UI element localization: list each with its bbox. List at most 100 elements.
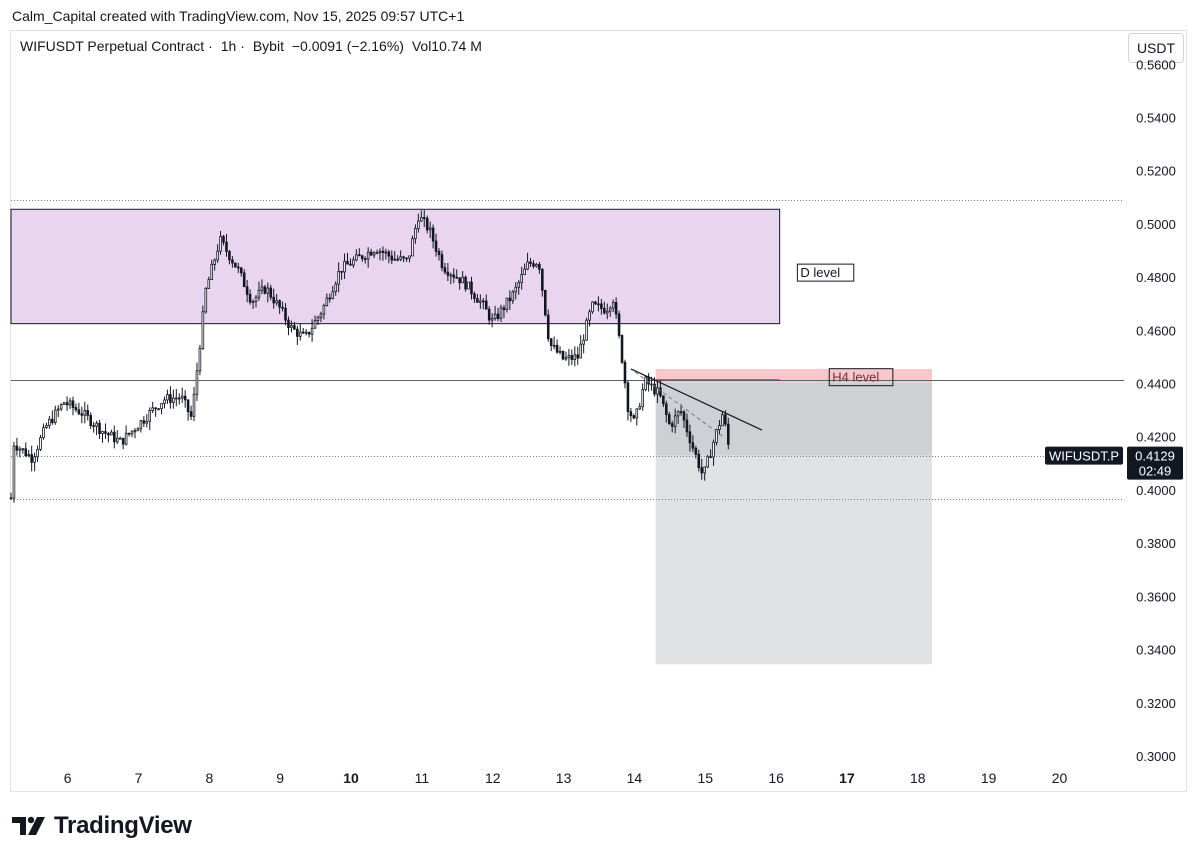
candle: [549, 338, 553, 352]
candle-body: [644, 376, 647, 390]
candle: [709, 449, 712, 459]
candle: [198, 344, 202, 376]
candle: [24, 442, 28, 458]
candle-body: [340, 270, 343, 273]
bar-countdown-label: 02:49: [1139, 464, 1172, 479]
candle: [502, 304, 506, 319]
candle: [688, 424, 692, 452]
price-tick-label: 0.5200: [1136, 164, 1176, 179]
candle-body: [355, 254, 358, 261]
candle-body: [68, 400, 72, 406]
candle-body: [343, 260, 346, 273]
candle: [275, 294, 278, 306]
candle: [700, 458, 704, 480]
candle-body: [543, 289, 547, 316]
candle-body: [428, 227, 432, 231]
candle: [231, 256, 234, 268]
candle-body: [582, 339, 585, 345]
candle-body: [254, 296, 258, 302]
candle: [139, 419, 143, 433]
candle-body: [614, 302, 618, 315]
price-tick-label: 0.4400: [1136, 377, 1176, 392]
candle-body: [461, 276, 464, 284]
candle-body: [92, 425, 95, 428]
candle: [59, 403, 63, 412]
candle-body: [24, 448, 28, 457]
candle: [387, 249, 391, 264]
candle-body: [535, 264, 538, 267]
trendline[interactable]: [630, 368, 763, 431]
candle: [538, 261, 541, 274]
candle-body: [228, 251, 231, 261]
candle: [71, 396, 75, 416]
candle: [641, 383, 644, 411]
candle-body: [715, 429, 718, 443]
candle-body: [603, 308, 606, 314]
tradingview-logo[interactable]: TradingView: [12, 812, 192, 840]
candle-body: [546, 314, 550, 340]
candle-body: [517, 282, 521, 288]
candle-body: [455, 276, 459, 279]
candle-body: [366, 251, 370, 260]
currency-button[interactable]: USDT: [1128, 33, 1184, 63]
candle-body: [623, 361, 627, 384]
candle: [375, 249, 379, 255]
candle: [269, 284, 273, 301]
candle-body: [576, 354, 580, 359]
candle-body: [467, 281, 470, 290]
candle-body: [36, 448, 39, 458]
candle: [535, 262, 538, 268]
time-axis[interactable]: 6 7 8 9 10 11 12 13 14 15 16 17 18 19 20: [64, 770, 1068, 786]
candle: [484, 294, 488, 310]
candle: [543, 289, 547, 317]
candle-body: [266, 287, 270, 294]
date-tick-label: 19: [981, 770, 997, 786]
candle-body: [284, 307, 287, 321]
candle-body: [487, 308, 491, 321]
candle: [626, 380, 630, 421]
candle-body: [656, 387, 659, 395]
candle-body: [662, 395, 665, 405]
candle: [440, 250, 444, 272]
candle: [384, 248, 388, 260]
candle: [310, 319, 314, 342]
candle-body: [579, 343, 582, 359]
candle: [670, 420, 674, 433]
candle-body: [641, 389, 644, 408]
candle-body: [62, 402, 66, 405]
candle-body: [529, 261, 532, 264]
candle: [248, 289, 252, 305]
candle: [204, 286, 208, 314]
price-axis[interactable]: 0.5600 0.5400 0.5200 0.5000 0.4800 0.4600 0.44…: [1045, 57, 1183, 764]
candle: [567, 348, 571, 366]
candle-body: [685, 419, 689, 433]
candle: [77, 402, 81, 416]
last-price-badge[interactable]: [1127, 446, 1183, 480]
separator-dot: ·: [240, 38, 245, 54]
candle-body: [396, 258, 399, 261]
candle: [632, 413, 636, 420]
candle: [166, 389, 169, 404]
interval-label[interactable]: 1h: [220, 38, 237, 54]
symbol-name[interactable]: WIFUSDT Perpetual Contract: [20, 38, 205, 54]
candle-body: [45, 425, 48, 428]
candle-body: [83, 410, 87, 416]
candle: [490, 313, 494, 328]
symbol-info[interactable]: WIFUSDT Perpetual Contract · 1h · Bybit −0…: [20, 38, 486, 54]
candle: [328, 293, 332, 303]
candle: [431, 224, 435, 249]
candle-body: [570, 355, 574, 360]
date-tick-label: 14: [627, 770, 643, 786]
symbol-badge[interactable]: [1045, 446, 1123, 465]
candle: [532, 260, 535, 269]
candle-body: [482, 300, 485, 303]
candle: [340, 270, 343, 280]
candle: [89, 412, 92, 429]
candle-body: [387, 251, 391, 257]
candle-body: [269, 287, 273, 298]
candle: [603, 301, 606, 315]
volume-label: Vol10.74 M: [411, 38, 482, 54]
candle-body: [304, 331, 308, 334]
candle-body: [665, 403, 668, 416]
